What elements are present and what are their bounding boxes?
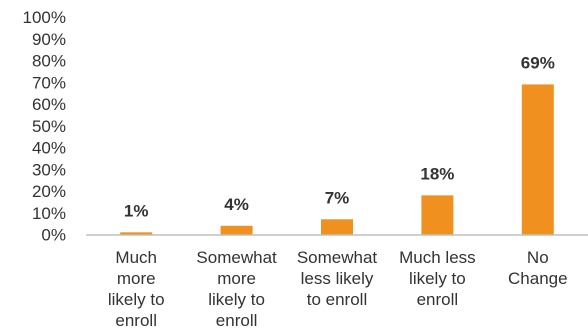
category-label-line: Change — [508, 269, 568, 288]
category-label-line: No — [527, 248, 549, 267]
data-label: 69% — [521, 53, 555, 72]
bar — [521, 84, 554, 235]
y-tick-label: 60% — [32, 95, 66, 114]
category-label-line: to enroll — [307, 290, 367, 309]
bar — [120, 232, 153, 235]
category-label: Somewhat less likely to enroll — [297, 248, 378, 309]
category-label-line: Somewhat — [297, 248, 378, 267]
category-label-line: likely to — [108, 290, 165, 309]
category-label: Much less likely to enroll — [399, 248, 476, 309]
category-label: Somewhat more likely to enroll — [196, 248, 277, 330]
y-tick-label: 90% — [32, 30, 66, 49]
category-label-line: enroll — [417, 290, 459, 309]
y-tick-label: 30% — [32, 160, 66, 179]
y-tick-label: 100% — [23, 8, 66, 27]
data-labels: 1% 4% 7% 18% 69% — [124, 53, 555, 220]
category-label-line: less likely — [301, 269, 374, 288]
data-label: 4% — [224, 195, 249, 214]
data-label: 7% — [325, 188, 350, 207]
data-label: 18% — [420, 164, 454, 183]
bar — [220, 225, 253, 235]
y-tick-label: 20% — [32, 182, 66, 201]
category-label: Much more likely to enroll — [108, 248, 165, 330]
category-label-line: Somewhat — [196, 248, 277, 267]
category-label-line: likely to — [208, 290, 265, 309]
category-labels: Much more likely to enroll Somewhat more likel… — [108, 248, 568, 330]
category-label-line: more — [217, 269, 256, 288]
y-tick-label: 70% — [32, 73, 66, 92]
category-label-line: Much less — [399, 248, 476, 267]
y-tick-label: 50% — [32, 117, 66, 136]
category-label-line: more — [117, 269, 156, 288]
category-label-line: Much — [115, 248, 157, 267]
category-label: No Change — [508, 248, 568, 288]
y-axis-tick-labels: 0% 10% 20% 30% 40% 50% 60% 70% 80% 90% 100% — [23, 8, 66, 245]
data-label: 1% — [124, 201, 149, 220]
y-tick-label: 10% — [32, 204, 66, 223]
category-label-line: enroll — [216, 311, 258, 330]
category-label-line: likely to — [409, 269, 466, 288]
bars — [120, 84, 554, 235]
bar — [321, 219, 353, 235]
bar — [421, 195, 454, 235]
y-tick-label: 40% — [32, 139, 66, 158]
y-tick-label: 0% — [41, 226, 66, 245]
category-label-line: enroll — [115, 311, 157, 330]
y-tick-label: 80% — [32, 52, 66, 71]
